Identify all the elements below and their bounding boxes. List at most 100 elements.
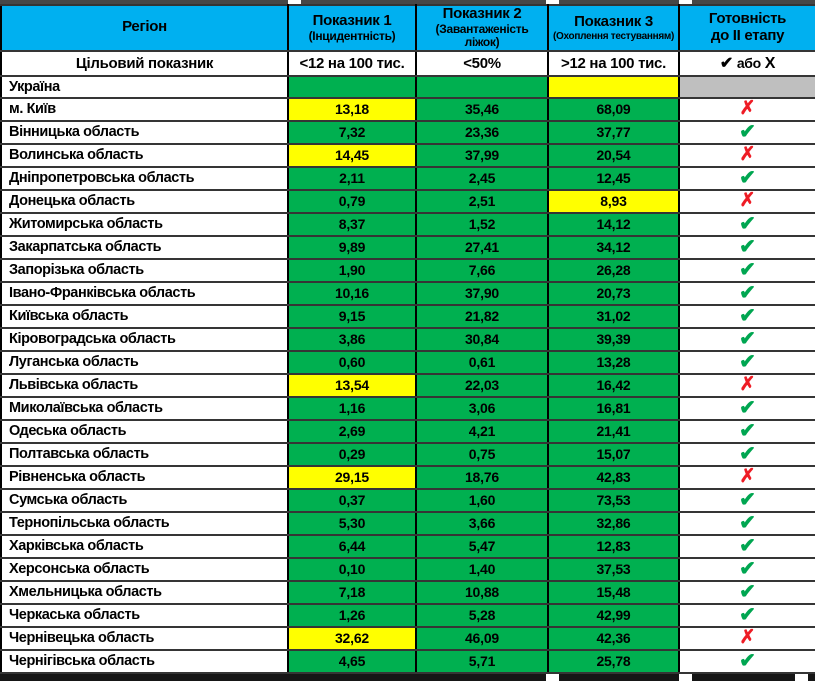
ukraine-indicator1-cell [287, 74, 417, 99]
status-check-icon: ✔ [739, 488, 756, 511]
indicator-1-value: 1,90 [287, 257, 417, 283]
region-name: Вінницька область [0, 119, 289, 145]
indicator-1-value: 1,26 [287, 602, 417, 628]
status-cross-icon: ✗ [739, 144, 756, 166]
indicator-3-value: 42,99 [547, 602, 680, 628]
target-indicator1: <12 на 100 тис. [287, 49, 417, 77]
readiness-status-cell: ✔ [678, 418, 815, 444]
status-check-icon: ✔ [739, 580, 756, 603]
region-name: Волинська область [0, 142, 289, 168]
column-header-indicator2: Показник 2 (Завантаженість ліжок) [415, 4, 549, 52]
target-indicator3: >12 на 100 тис. [547, 49, 680, 77]
table-row: Херсонська область 0,10 1,40 37,53 ✔ [0, 556, 815, 582]
indicator-3-value: 73,53 [547, 487, 680, 513]
target-row: Цільовий показник <12 на 100 тис. <50% >… [0, 49, 815, 77]
indicator-3-value: 68,09 [547, 96, 680, 122]
status-cross-icon: ✗ [739, 190, 756, 212]
indicator-3-value: 15,07 [547, 441, 680, 467]
grid-gap [288, 0, 301, 4]
indicator-1-value: 32,62 [287, 625, 417, 651]
indicator-3-value: 14,12 [547, 211, 680, 237]
table-row: Рівненська область 29,15 18,76 42,83 ✗ [0, 464, 815, 490]
indicator-3-value: 42,83 [547, 464, 680, 490]
readiness-status-cell: ✔ [678, 257, 815, 283]
grid-gap [546, 0, 559, 4]
indicator-1-value: 9,89 [287, 234, 417, 260]
indicator-3-value: 42,36 [547, 625, 680, 651]
indicator-3-value: 21,41 [547, 418, 680, 444]
region-name: Україна [0, 74, 289, 99]
indicator-2-value: 1,60 [415, 487, 549, 513]
indicator-2-value: 10,88 [415, 579, 549, 605]
check-icon: ✔ [719, 55, 733, 73]
region-name: Рівненська область [0, 464, 289, 490]
indicator-2-value: 18,76 [415, 464, 549, 490]
top-partial-row [0, 0, 815, 4]
column-header-region: Регіон [0, 4, 289, 52]
indicator-1-value: 0,10 [287, 556, 417, 582]
region-name: Херсонська область [0, 556, 289, 582]
indicator-1-value: 0,29 [287, 441, 417, 467]
readiness-status-cell: ✔ [678, 234, 815, 260]
region-name: Одеська область [0, 418, 289, 444]
readiness-status-cell: ✔ [678, 602, 815, 628]
column-header-indicator1: Показник 1 (Інцидентність) [287, 4, 417, 52]
target-readiness-legend: ✔ або Х [678, 49, 815, 77]
indicator-1-value: 9,15 [287, 303, 417, 329]
table-row: Одеська область 2,69 4,21 21,41 ✔ [0, 418, 815, 444]
region-name: Київська область [0, 303, 289, 329]
table-row: Запорізька область 1,90 7,66 26,28 ✔ [0, 257, 815, 283]
readiness-status-cell: ✔ [678, 533, 815, 559]
indicator-3-value: 39,39 [547, 326, 680, 352]
readiness-status-cell: ✗ [678, 188, 815, 214]
indicator-1-value: 7,32 [287, 119, 417, 145]
column-header-sublabel: (Охоплення тестуванням) [553, 30, 674, 42]
table-row: Закарпатська область 9,89 27,41 34,12 ✔ [0, 234, 815, 260]
status-check-icon: ✔ [739, 120, 756, 143]
indicator-1-value: 8,37 [287, 211, 417, 237]
indicator-2-value: 3,66 [415, 510, 549, 536]
indicator-3-value: 16,42 [547, 372, 680, 398]
ukraine-summary-row: Україна [0, 74, 815, 99]
region-name: Закарпатська область [0, 234, 289, 260]
status-cross-icon: ✗ [739, 98, 756, 120]
readiness-status-cell: ✔ [678, 510, 815, 536]
indicator-1-value: 4,65 [287, 648, 417, 674]
grid-gap [795, 673, 808, 681]
grid-gap [679, 673, 692, 681]
readiness-status-cell: ✔ [678, 441, 815, 467]
table-row: Сумська область 0,37 1,60 73,53 ✔ [0, 487, 815, 513]
table-body: м. Київ 13,18 35,46 68,09 ✗ Вінницька область… [0, 96, 815, 674]
table-row: Львівська область 13,54 22,03 16,42 ✗ [0, 372, 815, 398]
table-row: Чернівецька область 32,62 46,09 42,36 ✗ [0, 625, 815, 651]
column-header-readiness: Готовність до II етапу [678, 4, 815, 52]
table-row: Полтавська область 0,29 0,75 15,07 ✔ [0, 441, 815, 467]
target-row-label: Цільовий показник [0, 49, 289, 77]
readiness-status-cell: ✗ [678, 96, 815, 122]
indicator-2-value: 1,40 [415, 556, 549, 582]
indicator-1-value: 29,15 [287, 464, 417, 490]
indicator-3-value: 37,53 [547, 556, 680, 582]
indicator-2-value: 37,90 [415, 280, 549, 306]
column-header-sublabel: до II етапу [710, 26, 785, 44]
grid-gap [679, 0, 692, 4]
status-check-icon: ✔ [739, 327, 756, 350]
status-cross-icon: ✗ [739, 466, 756, 488]
indicator-2-value: 7,66 [415, 257, 549, 283]
indicator-2-value: 3,06 [415, 395, 549, 421]
readiness-status-cell: ✔ [678, 395, 815, 421]
region-name: Чернігівська область [0, 648, 289, 674]
indicator-1-value: 2,11 [287, 165, 417, 191]
table-row: Миколаївська область 1,16 3,06 16,81 ✔ [0, 395, 815, 421]
indicator-2-value: 1,52 [415, 211, 549, 237]
indicator-1-value: 3,86 [287, 326, 417, 352]
indicator-1-value: 2,69 [287, 418, 417, 444]
readiness-status-cell: ✔ [678, 487, 815, 513]
status-check-icon: ✔ [739, 258, 756, 281]
readiness-status-cell: ✔ [678, 165, 815, 191]
indicator-1-value: 6,44 [287, 533, 417, 559]
indicator-2-value: 22,03 [415, 372, 549, 398]
indicator-1-value: 0,79 [287, 188, 417, 214]
indicator-1-value: 10,16 [287, 280, 417, 306]
indicator-3-value: 20,54 [547, 142, 680, 168]
